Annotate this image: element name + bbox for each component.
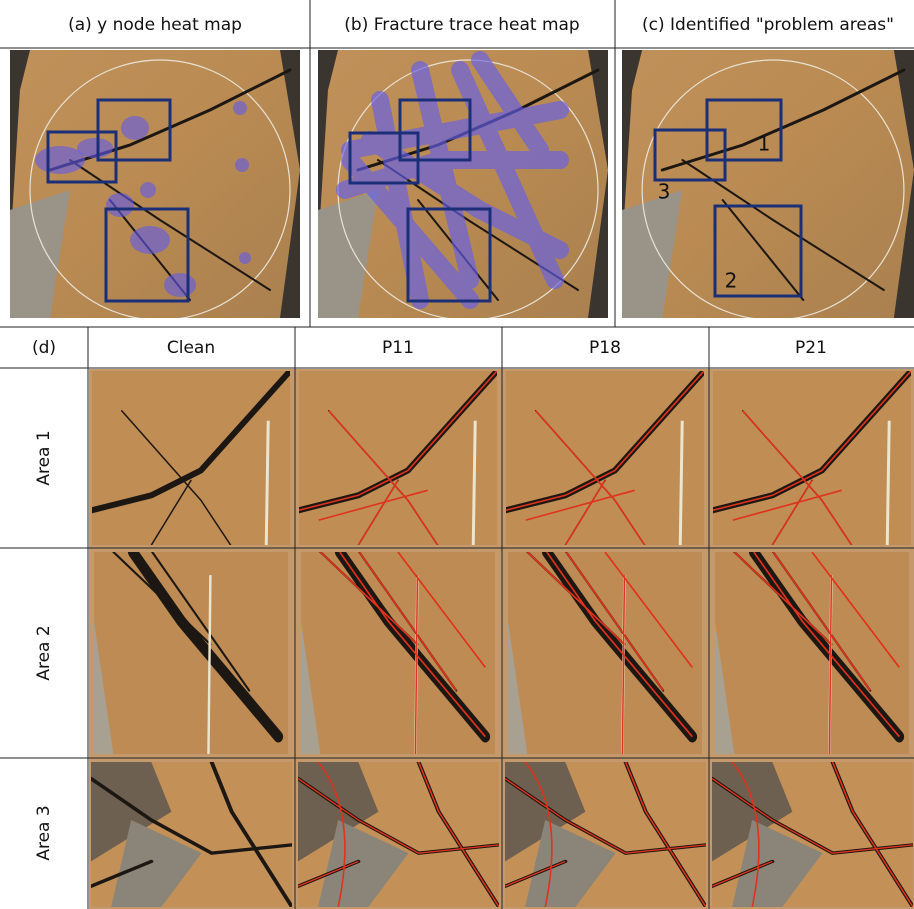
row-header: Area 1: [34, 430, 54, 485]
row-header: Area 2: [34, 625, 54, 680]
box-label: 2: [725, 269, 738, 293]
box-label: 1: [758, 132, 771, 156]
table-grid: [0, 368, 914, 909]
panel-title: (a) y node heat map: [68, 15, 242, 35]
panel-c-image: [622, 50, 914, 318]
column-header: P11: [382, 338, 414, 358]
panel-title: (c) Identified "problem areas": [642, 15, 894, 35]
panel-title: (b) Fracture trace heat map: [344, 15, 579, 35]
box-label: 3: [658, 180, 671, 204]
table-corner: (d): [32, 338, 56, 358]
row-header: Area 3: [34, 805, 54, 860]
column-header: P18: [589, 338, 621, 358]
column-header: P21: [795, 338, 827, 358]
panel-b-image: [318, 50, 608, 318]
panel-a-image: [10, 50, 300, 318]
column-header: Clean: [167, 338, 215, 358]
